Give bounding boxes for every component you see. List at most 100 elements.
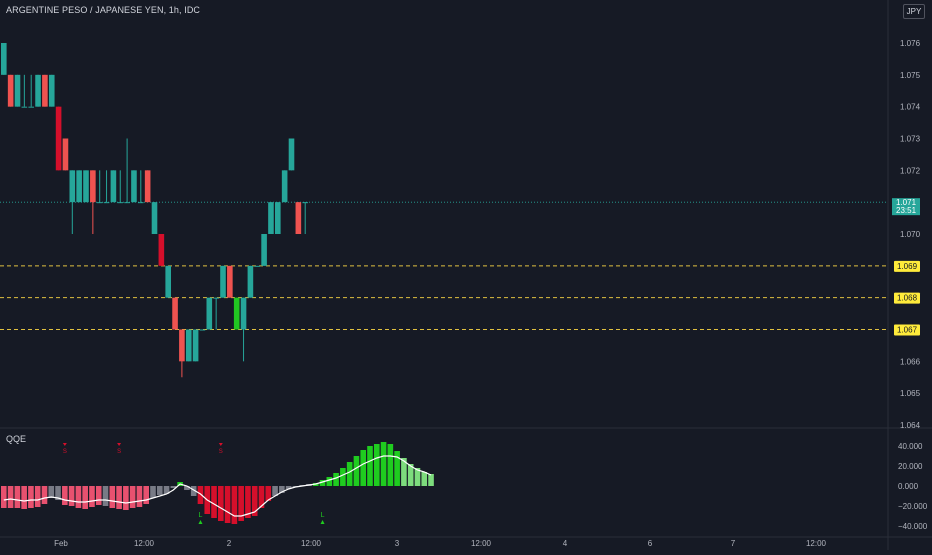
candle[interactable] [213,297,219,330]
level-tag-label: 1.069 [897,262,918,271]
currency-selector[interactable]: JPY [903,4,925,19]
candle[interactable] [76,170,82,203]
buy-signal-label: L [321,512,325,519]
candle[interactable] [185,329,192,362]
candle-body [117,202,124,204]
qqe-bar [7,486,14,508]
candle[interactable] [254,265,261,267]
candle[interactable] [117,170,124,204]
candle[interactable] [90,170,96,234]
price-tick-label: 1.070 [900,230,921,239]
qqe-bar [360,450,367,486]
qqe-bar [394,451,400,486]
candle[interactable] [1,43,7,75]
candle[interactable] [261,234,267,266]
qqe-bar [14,486,21,508]
candle[interactable] [158,234,165,266]
candle[interactable] [83,170,89,203]
chart-title: ARGENTINE PESO / JAPANESE YEN, 1h, IDC [6,5,201,15]
qqe-bar [353,456,360,486]
candle[interactable] [295,202,302,234]
candle[interactable] [28,74,34,108]
candle-body [96,202,103,204]
candle-body [165,265,171,298]
candle[interactable] [110,170,117,203]
candle[interactable] [240,297,247,362]
candle[interactable] [199,329,206,331]
candle[interactable] [55,106,62,171]
candle[interactable] [124,138,130,204]
candle-body [179,329,185,362]
candle-body [172,297,178,330]
qqe-bar [184,486,190,490]
time-tick-label: 4 [563,539,568,548]
candle[interactable] [275,202,281,234]
candle[interactable] [62,138,69,171]
axis-layer: 1.076 1.075 1.074 1.073 1.072 1.071 1.070 1.066… [54,39,928,548]
time-tick-label: 3 [395,539,400,548]
candle-body [83,170,89,203]
candle[interactable] [206,297,213,330]
current-price-label: 1.071 [896,198,917,207]
qqe-tick-label: 20.000 [898,462,923,471]
qqe-bar [380,442,387,486]
qqe-bar [163,486,170,494]
candle-body [21,106,28,108]
level-tag-label: 1.067 [897,326,918,335]
candle[interactable] [151,202,158,234]
candle[interactable] [268,202,274,234]
candle[interactable] [96,170,103,204]
level-tag [894,292,920,304]
qqe-bar [136,486,143,507]
qqe-bar [265,486,272,501]
candle[interactable] [233,297,240,330]
candle[interactable] [288,138,295,171]
candle[interactable] [131,170,137,203]
qqe-bar [109,486,116,508]
candle[interactable] [103,170,110,204]
candle-body [55,106,62,171]
qqe-bar [279,486,285,493]
candle[interactable] [281,170,288,203]
candle[interactable] [69,170,76,234]
qqe-bar [41,486,48,504]
candle-body [247,265,254,298]
qqe-bar [326,477,333,486]
candle-body [295,202,302,234]
candle[interactable] [144,170,151,203]
candle[interactable] [42,74,48,107]
candle[interactable] [172,297,178,330]
candle[interactable] [247,265,254,298]
qqe-bar [285,486,292,489]
candle[interactable] [14,74,21,107]
candle[interactable] [21,74,28,108]
candle[interactable] [220,265,226,298]
qqe-line [3,455,432,517]
candle-body [69,170,76,203]
candle[interactable] [48,74,55,107]
qqe-bar [55,486,61,500]
candle-body [42,74,48,107]
candle[interactable] [192,329,199,362]
candle[interactable] [165,265,171,298]
level-layer [0,201,887,330]
time-tick-label: 7 [731,539,736,548]
buy-signal-arrow [198,520,203,524]
candle[interactable] [7,74,14,107]
candle-layer [1,43,308,378]
price-tick-label: 1.064 [900,421,921,430]
qqe-bar [218,486,224,521]
candle[interactable] [35,74,41,107]
candle-body [288,138,295,171]
price-tick-label: 1.073 [900,135,921,144]
qqe-tick-label: −40.000 [898,522,928,531]
candle[interactable] [179,329,185,378]
buy-signal-label: L [199,512,203,519]
candle[interactable] [227,265,233,298]
qqe-bar [211,486,217,518]
candle-body [206,297,213,330]
candle[interactable] [302,202,308,234]
candle[interactable] [138,170,144,204]
qqe-bar [245,486,251,518]
